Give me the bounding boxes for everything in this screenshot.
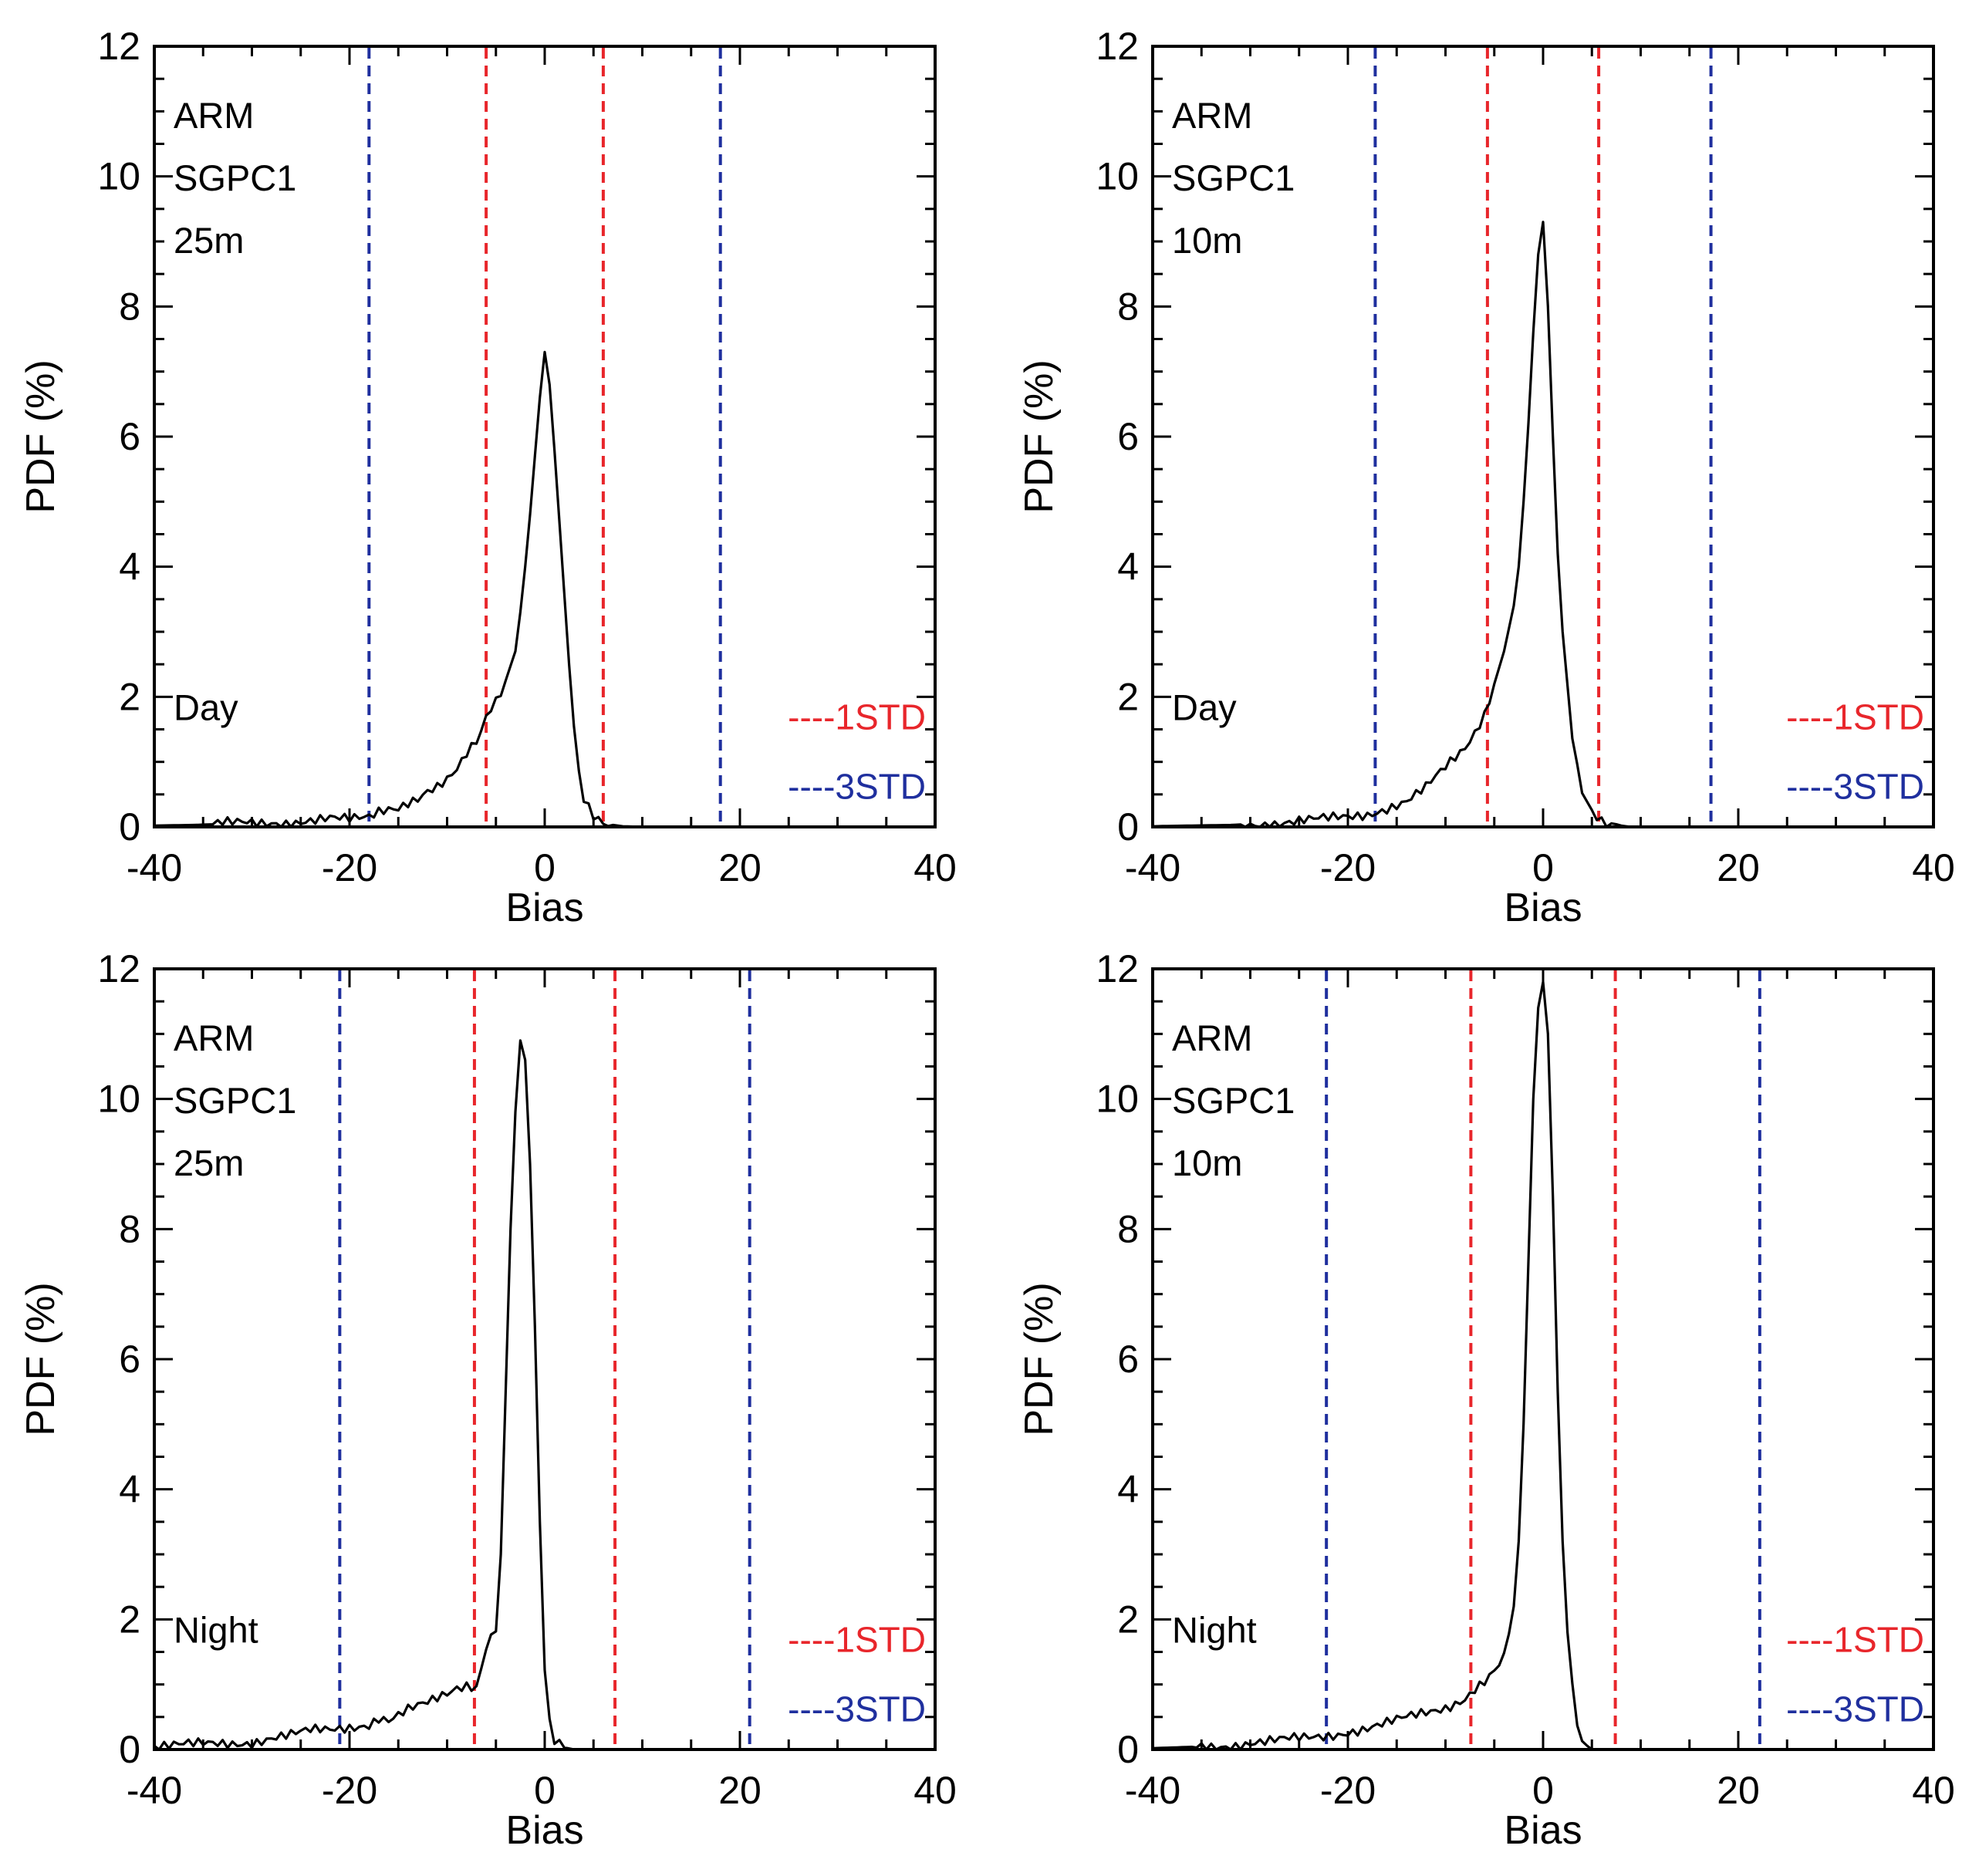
panel-annotation: ARM — [1172, 95, 1252, 136]
x-tick-label: 20 — [1717, 1769, 1760, 1812]
y-tick-label: 6 — [1117, 415, 1139, 458]
x-axis-title: Bias — [1504, 1808, 1582, 1853]
y-tick-label: 8 — [119, 285, 140, 328]
x-axis-title: Bias — [505, 886, 583, 930]
panel-annotation: 25m — [174, 220, 244, 261]
y-tick-label: 2 — [1117, 1598, 1139, 1641]
y-tick-label: 8 — [1117, 285, 1139, 328]
y-tick-label: 12 — [1096, 947, 1139, 990]
legend-three-std: ----3STD — [788, 1689, 926, 1729]
x-tick-label: 40 — [1912, 1769, 1955, 1812]
y-tick-label: 0 — [119, 805, 140, 849]
period-label: Night — [1172, 1609, 1257, 1650]
period-label: Day — [174, 687, 238, 727]
y-tick-label: 6 — [119, 1338, 140, 1381]
x-tick-label: -20 — [1320, 846, 1376, 889]
y-axis-title: PDF (%) — [19, 1282, 63, 1436]
y-tick-label: 10 — [1096, 1078, 1139, 1121]
pdf-curve — [154, 1039, 575, 1751]
x-tick-label: 0 — [534, 846, 556, 889]
x-tick-label: 20 — [718, 1769, 762, 1812]
panel-annotation: ARM — [174, 1017, 254, 1058]
period-label: Day — [1172, 687, 1237, 727]
y-tick-label: 4 — [1117, 1468, 1139, 1511]
pdf-curve — [1152, 980, 1593, 1751]
x-tick-label: -40 — [127, 846, 182, 889]
legend-one-std: ----1STD — [1786, 697, 1924, 737]
chart-panel-top-left: -40 -20 0 20 40 0 2 4 6 8 10 12 Bias PDF (%) ARM SGPC1 2… — [19, 25, 957, 930]
period-label: Night — [174, 1609, 258, 1650]
legend-one-std: ----1STD — [1786, 1619, 1924, 1659]
panel-annotation: SGPC1 — [1172, 1080, 1295, 1121]
y-tick-label: 12 — [1096, 25, 1139, 68]
x-tick-label: -40 — [127, 1769, 182, 1812]
pdf-curve — [154, 350, 662, 828]
legend-three-std: ----3STD — [788, 767, 926, 807]
y-tick-label: 6 — [119, 415, 140, 458]
y-tick-label: 12 — [97, 947, 140, 990]
panel-annotation: SGPC1 — [174, 1080, 296, 1121]
panel-annotation: 10m — [1172, 1142, 1242, 1183]
y-tick-label: 10 — [97, 1078, 140, 1121]
y-tick-label: 0 — [1117, 1728, 1139, 1771]
x-tick-label: 40 — [914, 1769, 957, 1812]
y-axis-title: PDF (%) — [1017, 1282, 1062, 1436]
y-tick-label: 2 — [119, 1598, 140, 1641]
pdf-curve — [1152, 221, 1641, 828]
y-tick-label: 2 — [119, 675, 140, 718]
x-tick-label: -40 — [1125, 1769, 1180, 1812]
x-tick-label: 40 — [914, 846, 957, 889]
x-axis-title: Bias — [1504, 886, 1582, 930]
x-tick-label: -40 — [1125, 846, 1180, 889]
legend-one-std: ----1STD — [788, 1619, 926, 1659]
y-tick-label: 0 — [1117, 805, 1139, 849]
y-tick-label: 6 — [1117, 1338, 1139, 1381]
x-tick-label: -20 — [322, 1769, 377, 1812]
chart-panel-bottom-right: -40 -20 0 20 40 0 2 4 6 8 10 12 Bias PDF (%) ARM SGPC1 1… — [1017, 947, 1955, 1853]
x-tick-label: 0 — [534, 1769, 556, 1812]
legend-three-std: ----3STD — [1786, 767, 1924, 807]
x-tick-label: 40 — [1912, 846, 1955, 889]
x-axis-title: Bias — [505, 1808, 583, 1853]
y-tick-label: 10 — [1096, 155, 1139, 198]
y-tick-label: 8 — [119, 1207, 140, 1250]
panel-annotation: ARM — [174, 95, 254, 136]
y-tick-label: 4 — [119, 545, 140, 589]
y-axis-title: PDF (%) — [19, 359, 63, 513]
x-tick-label: 20 — [718, 846, 762, 889]
chart-panel-bottom-left: -40 -20 0 20 40 0 2 4 6 8 10 12 Bias PDF (%) ARM SGPC1 2… — [19, 947, 957, 1853]
y-axis-title: PDF (%) — [1017, 359, 1062, 513]
panel-annotation: SGPC1 — [1172, 157, 1295, 198]
x-tick-label: -20 — [322, 846, 377, 889]
chart-panel-top-right: -40 -20 0 20 40 0 2 4 6 8 10 12 Bias PDF (%) ARM SGPC1 1… — [1017, 25, 1955, 930]
panel-annotation: 10m — [1172, 220, 1242, 261]
panel-annotation: 25m — [174, 1142, 244, 1183]
y-tick-label: 4 — [1117, 545, 1139, 589]
legend-one-std: ----1STD — [788, 697, 926, 737]
panel-annotation: ARM — [1172, 1017, 1252, 1058]
y-tick-label: 10 — [97, 155, 140, 198]
y-tick-label: 8 — [1117, 1207, 1139, 1250]
x-tick-label: -20 — [1320, 1769, 1376, 1812]
x-tick-label: 20 — [1717, 846, 1760, 889]
panel-annotation: SGPC1 — [174, 157, 296, 198]
x-tick-label: 0 — [1532, 846, 1554, 889]
legend-three-std: ----3STD — [1786, 1689, 1924, 1729]
y-tick-label: 0 — [119, 1728, 140, 1771]
y-tick-label: 12 — [97, 25, 140, 68]
x-tick-label: 0 — [1532, 1769, 1554, 1812]
y-tick-label: 4 — [119, 1468, 140, 1511]
y-tick-label: 2 — [1117, 675, 1139, 718]
